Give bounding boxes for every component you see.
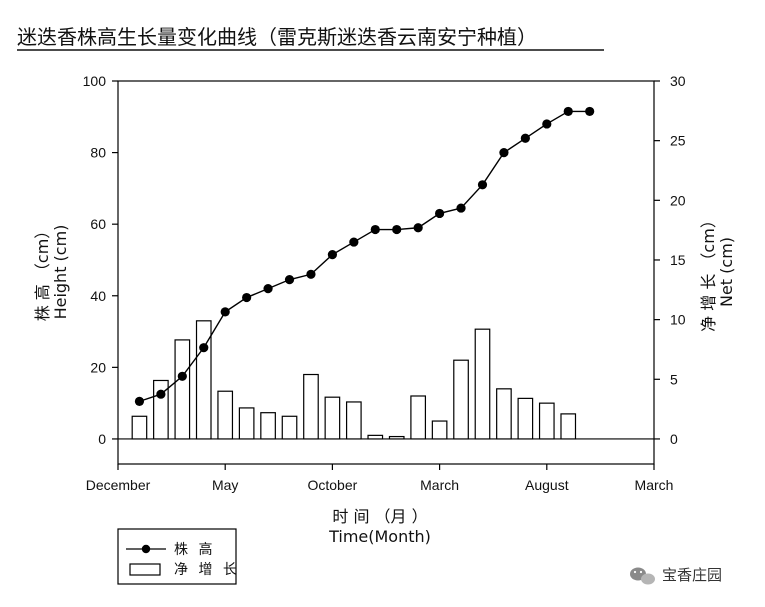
- x-tick-label: August: [525, 477, 569, 493]
- left-tick-label: 0: [98, 431, 106, 447]
- net-growth-bar: [131, 415, 148, 440]
- x-tick-label: October: [307, 477, 357, 493]
- legend-bar-label: 净 增 长: [174, 562, 240, 578]
- height-point: [284, 275, 295, 285]
- net-growth-bar: [496, 388, 512, 440]
- x-axis-title-en: Time(Month): [328, 527, 431, 546]
- net-growth-bar: [453, 359, 469, 440]
- net-growth-bar: [174, 339, 191, 440]
- height-point: [220, 307, 230, 317]
- chart-title: 迷迭香株高生长量变化曲线（雷克斯迷迭香云南安宁种植）: [17, 25, 537, 49]
- height-point: [563, 106, 573, 117]
- net-growth-bar: [538, 402, 555, 440]
- watermark: 宝香庄园: [630, 566, 722, 585]
- x-axis-title-cn: 时 间 （月 ）: [332, 507, 427, 526]
- net-growth-bar: [410, 395, 427, 440]
- height-point: [542, 119, 552, 129]
- net-growth-bar: [345, 401, 362, 440]
- height-point: [263, 284, 273, 294]
- net-growth-bar: [281, 415, 298, 440]
- net-growth-bar: [517, 397, 534, 440]
- net-growth-bar: [217, 390, 234, 440]
- right-tick-label: 10: [670, 312, 686, 328]
- legend-line-label: 株 高: [174, 541, 215, 558]
- right-tick-label: 20: [670, 192, 686, 208]
- net-growth-bar: [367, 434, 384, 440]
- net-growth-bar: [260, 412, 276, 440]
- height-point: [327, 250, 337, 260]
- x-axis: December May October March August March: [86, 464, 674, 493]
- height-point: [435, 208, 445, 219]
- net-growth-bar: [474, 328, 491, 440]
- net-growth-bar: [431, 420, 448, 440]
- x-tick-label: March: [420, 477, 459, 493]
- height-point: [156, 389, 166, 399]
- left-tick-label: 80: [90, 145, 106, 161]
- legend: 株 高 净 增 长: [117, 528, 240, 585]
- right-axis: 0 5 10 15 20 25 30: [654, 73, 686, 447]
- x-tick-label: May: [212, 477, 238, 493]
- line-series: [134, 106, 595, 406]
- net-growth-bar: [303, 373, 319, 440]
- height-point: [370, 224, 380, 235]
- left-tick-label: 20: [90, 359, 106, 375]
- right-tick-label: 0: [670, 431, 678, 447]
- left-tick-label: 60: [90, 216, 106, 232]
- left-axis-title-en: Height (cm): [51, 225, 70, 320]
- x-tick-label: March: [635, 477, 674, 493]
- wechat-icon: [630, 567, 655, 585]
- net-growth-bar: [388, 435, 405, 440]
- height-point: [242, 292, 252, 303]
- left-axis-title-cn: 株 高 （cm）: [33, 223, 52, 322]
- height-point: [306, 269, 316, 279]
- height-point: [456, 203, 466, 213]
- net-growth-bar: [238, 407, 255, 440]
- left-tick-label: 40: [90, 288, 106, 304]
- height-point: [585, 106, 595, 117]
- height-point: [392, 224, 402, 235]
- height-point: [199, 343, 209, 353]
- bar-series: [131, 320, 577, 440]
- height-point: [413, 223, 423, 233]
- right-tick-label: 30: [670, 73, 686, 89]
- right-tick-label: 5: [670, 371, 678, 387]
- right-tick-label: 15: [670, 252, 686, 268]
- height-point: [177, 371, 187, 381]
- height-point: [477, 180, 488, 190]
- plot-frame: [117, 80, 655, 465]
- height-point: [499, 147, 509, 158]
- x-tick-label: December: [86, 477, 151, 493]
- net-growth-bar: [324, 396, 341, 440]
- height-point: [349, 237, 359, 247]
- right-axis-title-en: Net (cm): [717, 237, 736, 307]
- legend-bar-swatch: [129, 563, 161, 576]
- left-tick-label: 100: [83, 73, 107, 89]
- height-point: [134, 396, 145, 406]
- right-axis-title-cn: 净 增 长 （cm）: [699, 212, 718, 332]
- legend-marker-swatch: [141, 544, 151, 554]
- right-tick-label: 25: [670, 133, 686, 149]
- net-growth-bar: [560, 413, 577, 440]
- left-axis: 0 20 40 60 80 100: [83, 73, 118, 447]
- watermark-text: 宝香庄园: [662, 566, 722, 584]
- height-point: [520, 133, 530, 143]
- height-line: [139, 110, 590, 403]
